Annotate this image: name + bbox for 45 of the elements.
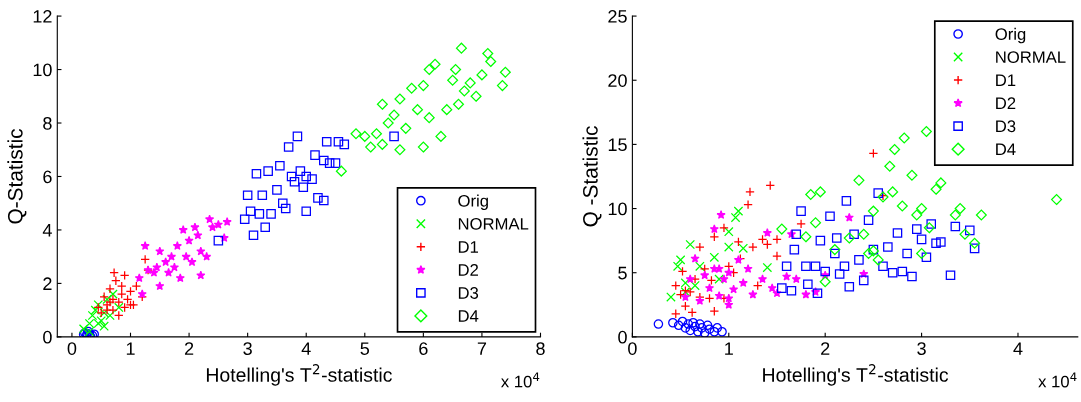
x-tick-label: 3	[917, 342, 926, 355]
x-tick-label: 7	[477, 342, 487, 355]
legend-label: D4	[996, 143, 1016, 156]
x-tick-label: 5	[360, 342, 370, 355]
legend-label: NORMAL	[996, 51, 1066, 64]
y-tick-label: 15	[608, 138, 627, 152]
x-tick-label: 0	[628, 342, 637, 355]
y-tick-label: 0	[618, 330, 627, 344]
y-tick-label: 8	[43, 116, 52, 130]
x-tick-label: 4	[301, 342, 311, 355]
y-tick-label: 5	[618, 266, 627, 280]
x-tick-label: 0	[67, 342, 77, 355]
x-tick-label: 3	[243, 342, 252, 355]
y-tick-label: 12	[33, 10, 52, 23]
y-tick-label: 0	[43, 330, 52, 344]
x-tick-label: 2	[821, 342, 830, 355]
y-tick-label: 4	[42, 224, 52, 237]
text: x 10$^{4}$	[501, 372, 540, 388]
x-tick-label: 1	[725, 342, 733, 355]
y-tick-label: 6	[43, 170, 52, 184]
x-tick-label: 1	[126, 342, 135, 355]
x-tick-label: 4	[1013, 342, 1023, 355]
y-tick-label: 25	[608, 10, 627, 23]
y-tick-label: 10	[33, 63, 52, 77]
text: x 10$^{4}$	[1038, 372, 1077, 388]
x-axis-title: Hotelling's T$^{2}$-statistic	[206, 364, 392, 386]
legend-label: D1	[996, 74, 1016, 86]
legend-label: D3	[458, 287, 479, 299]
x-tick-label: 2	[184, 342, 194, 355]
y-tick-label: 2	[43, 277, 52, 290]
legend-label: NORMAL	[458, 217, 529, 230]
legend-label: D1	[458, 241, 479, 253]
legend-label: Orig	[995, 27, 1026, 44]
legend-label: D2	[458, 264, 478, 276]
y-tick-label: 20	[608, 74, 627, 87]
x-tick-label: 8	[536, 342, 545, 355]
y-axis-title: Q-Statistic	[7, 128, 27, 224]
y-tick-label: 10	[608, 202, 627, 216]
x-axis-title: Hotelling's T$^{2}$-statistic	[763, 364, 949, 386]
legend-label: D4	[458, 310, 479, 322]
y-axis-title: Q -Statistic	[582, 126, 602, 227]
legend-label: Orig	[458, 194, 488, 211]
legend-label: D3	[996, 120, 1016, 133]
legend-label: D2	[996, 97, 1016, 109]
x-tick-label: 6	[419, 342, 428, 355]
